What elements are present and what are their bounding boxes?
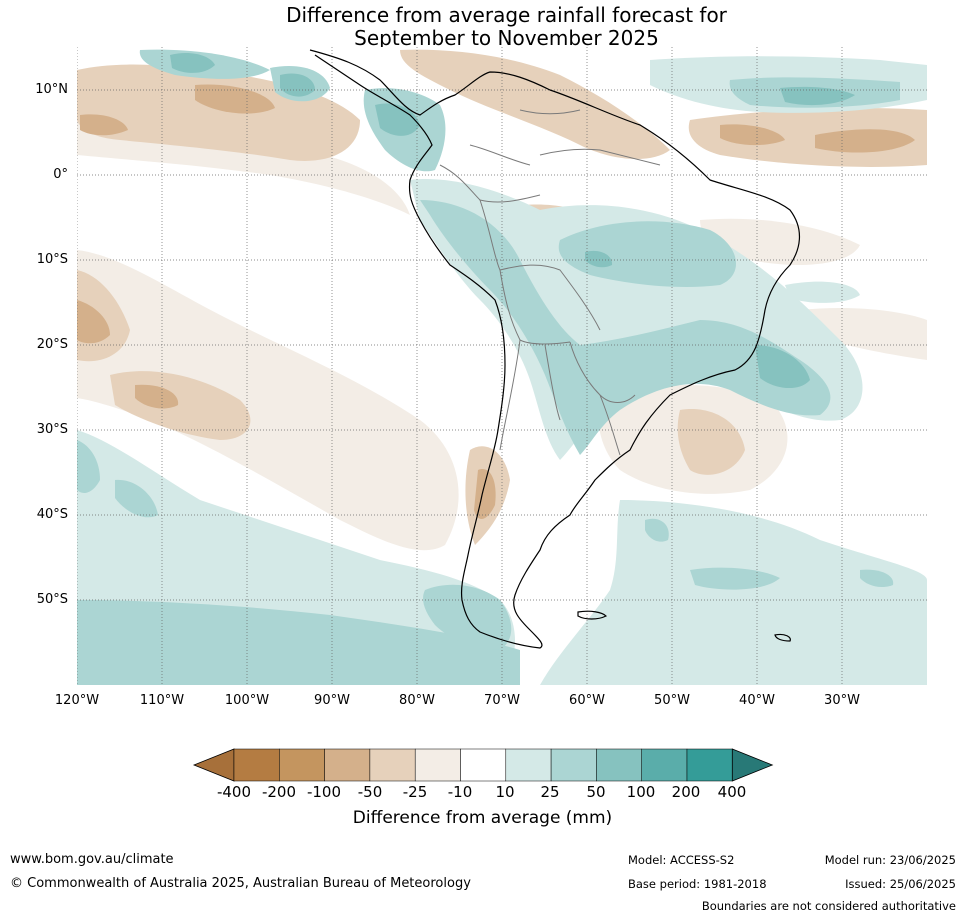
anomaly-wet-strong-amazon bbox=[585, 250, 613, 268]
colorbar-tick-label: -25 bbox=[402, 783, 428, 801]
lat-label-40s: 40°S bbox=[36, 507, 68, 522]
anomaly-wet-strong-pacific-north bbox=[170, 53, 215, 73]
anomaly-wet-strong-brazil-east bbox=[755, 345, 810, 389]
copyright-text: © Commonwealth of Australia 2025, Austra… bbox=[10, 876, 471, 891]
colorbar-bin bbox=[279, 748, 325, 782]
issued-text: Issued: 25/06/2025 bbox=[845, 877, 956, 891]
lat-label-10s: 10°S bbox=[36, 252, 68, 267]
colorbar-tick-label: 25 bbox=[540, 783, 560, 801]
anomaly-wet-pacific-spot bbox=[115, 479, 158, 518]
colorbar-tick-label: -200 bbox=[261, 783, 297, 801]
model-text: Model: ACCESS-S2 bbox=[628, 853, 735, 867]
lon-label-70w: 70°W bbox=[484, 693, 520, 708]
anomaly-dry-brazil-south bbox=[677, 409, 745, 475]
anomaly-dry-strong-central bbox=[135, 384, 179, 409]
anomaly-dry-strong-atlantic bbox=[720, 124, 785, 146]
lat-label-30s: 30°S bbox=[36, 422, 68, 437]
anomaly-wet-pacific-coast bbox=[77, 440, 100, 493]
colorbar-tick-label: 100 bbox=[626, 783, 656, 801]
colorbar-tick-label: -100 bbox=[306, 783, 342, 801]
colorbar-tick-label: 200 bbox=[671, 783, 701, 801]
lon-label-100w: 100°W bbox=[224, 693, 270, 708]
lat-label-0: 0° bbox=[53, 167, 68, 182]
lat-label-10n: 10°N bbox=[35, 82, 68, 97]
colorbar-tick-label: 400 bbox=[717, 783, 747, 801]
graticule bbox=[77, 47, 927, 685]
colorbar bbox=[192, 748, 774, 782]
base-period-text: Base period: 1981-2018 bbox=[628, 877, 767, 891]
colorbar-bin bbox=[414, 748, 461, 782]
lat-label-50s: 50°S bbox=[36, 592, 68, 607]
anomaly-wet-strong-colombia bbox=[375, 103, 420, 136]
falklands bbox=[577, 610, 608, 620]
lon-label-30w: 30°W bbox=[824, 693, 860, 708]
lon-label-50w: 50°W bbox=[654, 693, 690, 708]
colorbar-arrow-low bbox=[192, 748, 235, 782]
anomaly-wet-brazil-northeast bbox=[558, 221, 737, 287]
lat-label-20s: 20°S bbox=[36, 337, 68, 352]
colorbar-bin bbox=[596, 748, 642, 782]
colorbar-tick-label: 50 bbox=[586, 783, 606, 801]
colorbar-bin bbox=[369, 748, 416, 782]
colorbar-bin bbox=[505, 748, 552, 782]
title-line-1: Difference from average rainfall forecas… bbox=[286, 3, 727, 27]
colorbar-tick-label: -50 bbox=[357, 783, 383, 801]
map-plot-area bbox=[77, 47, 927, 685]
coastlines bbox=[309, 49, 800, 649]
anomaly-wet-east-spot bbox=[860, 569, 894, 588]
colorbar-tick-label: -400 bbox=[216, 783, 252, 801]
lon-label-120w: 120°W bbox=[54, 693, 100, 708]
colorbar-bin bbox=[460, 748, 507, 782]
anomaly-wet-brazil-core bbox=[420, 200, 831, 455]
anomaly-wet-south-atlantic-spot-2 bbox=[645, 518, 669, 542]
colorbar-bin bbox=[686, 748, 733, 782]
colorbar-title: Difference from average (mm) bbox=[352, 808, 613, 828]
colorbar-tick-label: -10 bbox=[447, 783, 473, 801]
lon-label-80w: 80°W bbox=[399, 693, 435, 708]
anomaly-dry-light-se bbox=[800, 308, 927, 360]
anomaly-wet-light-atlantic-mid bbox=[785, 281, 860, 303]
anomaly-dry-strong-north-2 bbox=[80, 114, 128, 136]
colorbar-tick-label: 10 bbox=[495, 783, 515, 801]
anomaly-dry-light-pacific bbox=[77, 250, 459, 551]
anomaly-dry-strong-pacific bbox=[77, 300, 110, 344]
anomaly-dry-strong-atlantic-2 bbox=[815, 129, 915, 153]
title-line-2: September to November 2025 bbox=[354, 26, 659, 50]
anomaly-wet-south-atlantic-spot bbox=[690, 567, 780, 590]
colorbar-bin bbox=[233, 748, 280, 782]
colorbar-bin bbox=[324, 748, 371, 782]
lon-label-60w: 60°W bbox=[569, 693, 605, 708]
lon-label-90w: 90°W bbox=[314, 693, 350, 708]
lon-label-110w: 110°W bbox=[139, 693, 185, 708]
colorbar-bin bbox=[641, 748, 688, 782]
map-title: Difference from average rainfall forecas… bbox=[0, 4, 965, 50]
anomaly-wet-light-south-atlantic bbox=[540, 500, 927, 685]
anomaly-dry-caribbean bbox=[400, 49, 670, 160]
anomaly-dry-strong-north bbox=[195, 84, 275, 114]
colorbar-arrow-high bbox=[731, 748, 774, 782]
anomaly-wet-strong-pacific-north-2 bbox=[280, 73, 315, 97]
website-link[interactable]: www.bom.gov.au/climate bbox=[10, 852, 174, 867]
anomaly-wet-south-pacific-band bbox=[77, 600, 520, 685]
country-borders bbox=[439, 109, 661, 456]
anomaly-wet-strong-caribbean bbox=[780, 86, 855, 106]
lon-label-40w: 40°W bbox=[739, 693, 775, 708]
colorbar-bin bbox=[550, 748, 597, 782]
disclaimer-text: Boundaries are not considered authoritat… bbox=[701, 899, 956, 913]
model-run-text: Model run: 23/06/2025 bbox=[824, 853, 956, 867]
